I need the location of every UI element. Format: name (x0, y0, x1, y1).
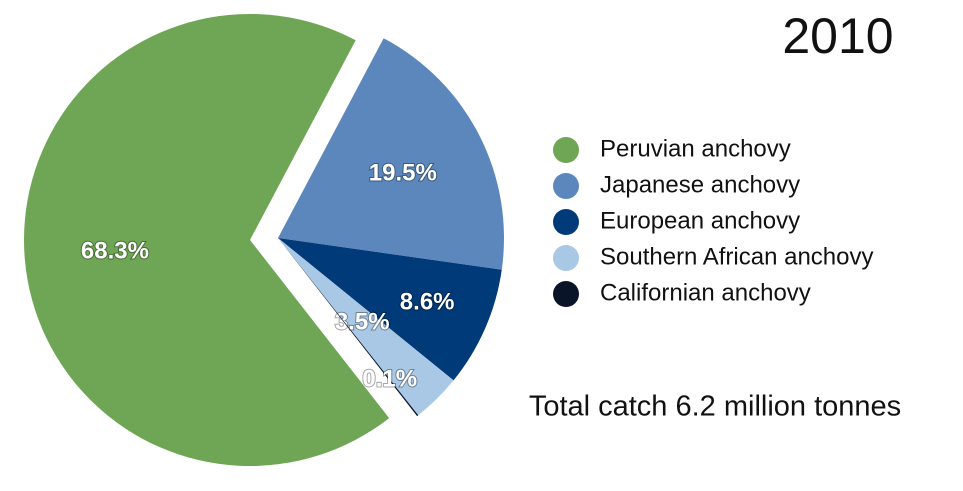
pie-slice (278, 238, 419, 417)
legend-marker (553, 281, 579, 307)
legend-label: Californian anchovy (600, 279, 811, 306)
data-label: 8.6% (400, 288, 455, 315)
legend-marker (553, 245, 579, 271)
pie-slice (278, 238, 454, 416)
annotation: Total catch 6.2 million tonnes (529, 391, 901, 423)
pie-slice (278, 238, 502, 381)
data-label: 0.1% (362, 365, 417, 392)
legend-marker (553, 137, 579, 163)
legend-label: European anchovy (600, 207, 800, 234)
chart-title: 2010 (782, 8, 893, 64)
data-label: 68.3% (81, 237, 149, 264)
legend-marker (553, 173, 579, 199)
legend-label: Japanese anchovy (600, 171, 800, 198)
pie-slice (23, 13, 390, 467)
data-label: 19.5% (369, 160, 437, 187)
legend-marker (553, 209, 579, 235)
legend-label: Southern African anchovy (600, 243, 874, 270)
legend-label: Peruvian anchovy (600, 135, 791, 162)
pie-slice (278, 38, 504, 270)
data-label: 3.5% (335, 309, 390, 336)
